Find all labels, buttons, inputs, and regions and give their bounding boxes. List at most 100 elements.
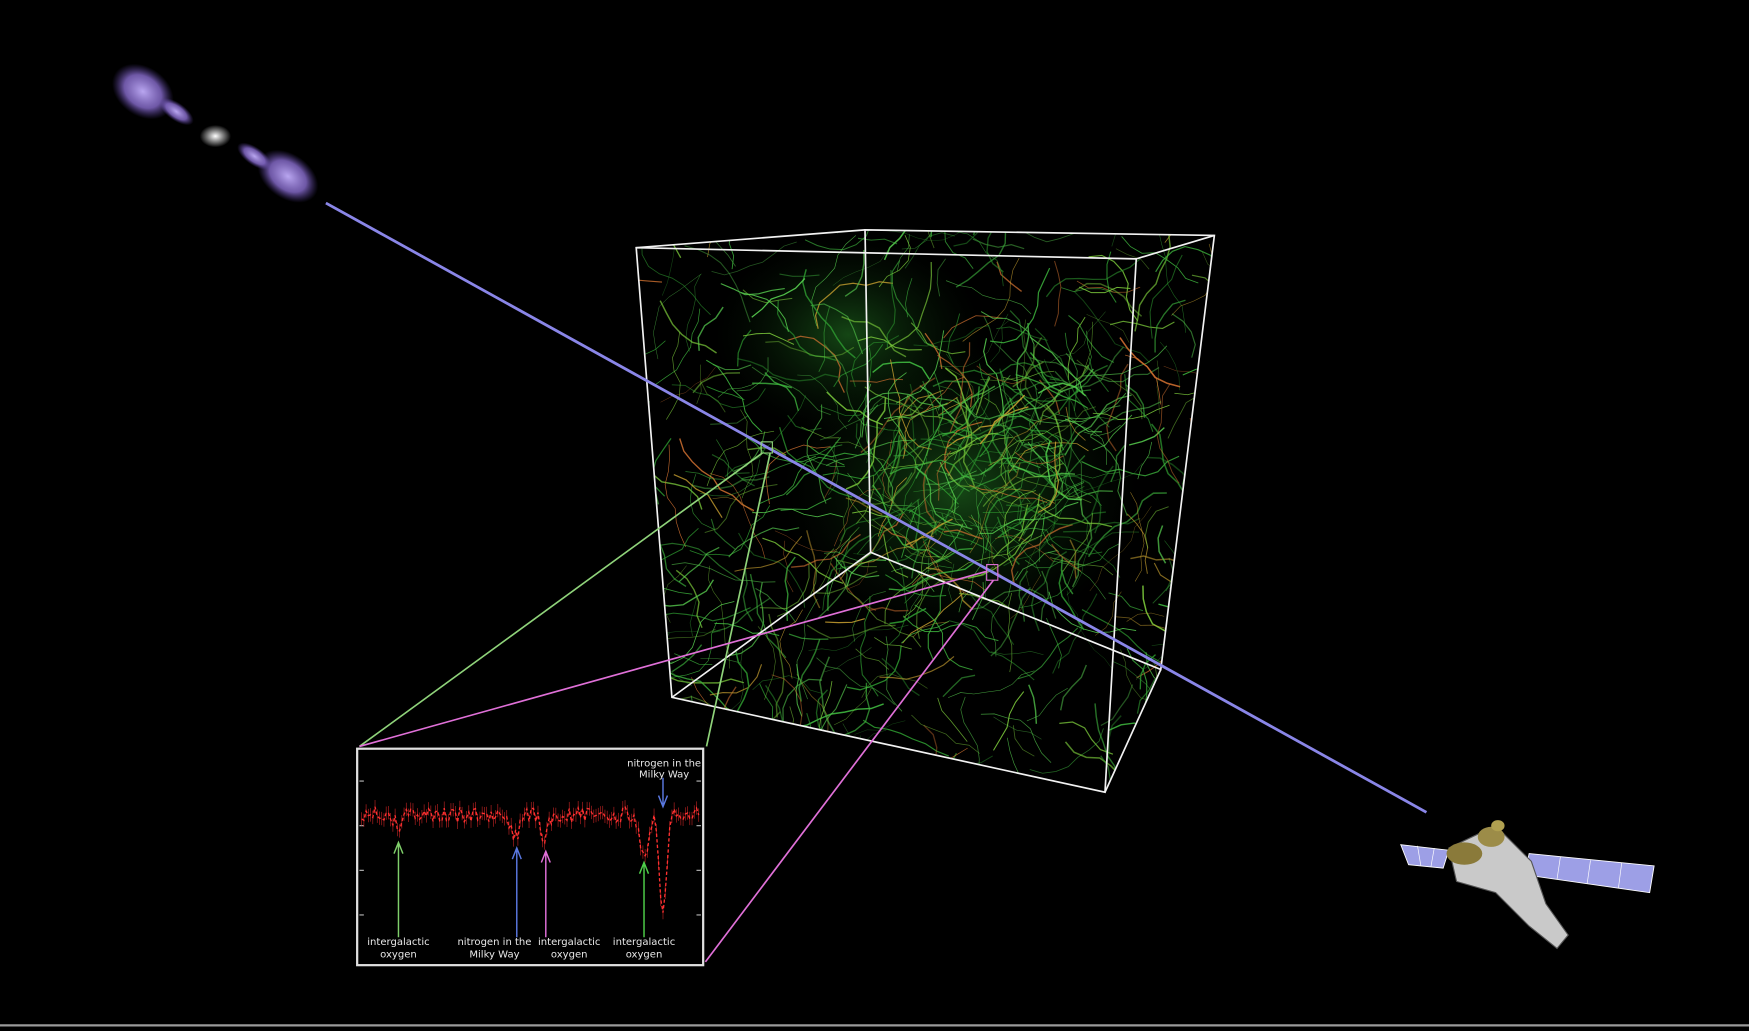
- filament: [1022, 430, 1058, 520]
- filament: [888, 435, 903, 488]
- filament: [1069, 539, 1077, 579]
- filament: [885, 472, 913, 519]
- cosmic-web: [636, 229, 1215, 793]
- filament: [889, 459, 976, 481]
- filament: [1163, 365, 1215, 392]
- filament: [920, 438, 987, 477]
- label-line: intergalactic: [538, 937, 600, 948]
- filament: [765, 395, 807, 449]
- filament: [935, 547, 973, 564]
- filament: [1144, 506, 1169, 549]
- filament: [818, 306, 830, 372]
- filament: [1092, 404, 1170, 420]
- filament: [847, 472, 915, 507]
- filament: [782, 678, 823, 722]
- filament: [1045, 528, 1103, 555]
- filament: [1022, 229, 1099, 243]
- filament: [1062, 513, 1094, 572]
- filament: [779, 609, 803, 679]
- filament: [1008, 442, 1089, 473]
- filament: [1054, 260, 1062, 327]
- filament: [1074, 490, 1113, 501]
- filament: [1066, 590, 1113, 670]
- filament: [1081, 345, 1168, 377]
- filament: [825, 618, 865, 624]
- filament: [860, 377, 936, 453]
- filament: [846, 560, 870, 590]
- filament: [934, 507, 968, 528]
- filament: [1016, 461, 1041, 521]
- filament: [1064, 741, 1121, 776]
- filament: [1066, 520, 1090, 596]
- filament: [846, 492, 883, 532]
- filament: [1088, 254, 1139, 322]
- filament: [990, 571, 1019, 657]
- filament: [938, 385, 980, 419]
- filament: [738, 532, 806, 608]
- filament: [1073, 290, 1150, 363]
- filament: [712, 496, 761, 517]
- filament: [868, 487, 962, 534]
- filament: [949, 385, 996, 416]
- filament: [757, 626, 776, 700]
- filament: [1064, 394, 1132, 456]
- filament: [914, 604, 973, 671]
- filament: [742, 332, 795, 345]
- filament: [1040, 570, 1050, 622]
- filament: [924, 332, 943, 369]
- filament: [697, 306, 724, 351]
- filament: [1007, 425, 1069, 492]
- filament: [999, 368, 1011, 434]
- filament: [653, 273, 702, 360]
- filament: [816, 657, 895, 705]
- filament: [884, 261, 933, 351]
- filament: [946, 353, 991, 435]
- filament: [975, 377, 991, 416]
- filament: [910, 322, 966, 355]
- filament: [636, 245, 663, 283]
- zoom-box-green: [760, 441, 773, 454]
- filament: [846, 645, 902, 691]
- label-line: oxygen: [626, 949, 663, 960]
- filament: [984, 397, 1015, 469]
- filament: [1026, 687, 1068, 722]
- filament: [925, 434, 1010, 486]
- filament: [660, 366, 716, 403]
- filament: [755, 588, 797, 623]
- filament: [1071, 489, 1093, 588]
- filament: [1042, 392, 1127, 423]
- label-line: oxygen: [551, 949, 588, 960]
- filament: [696, 364, 702, 405]
- filament: [1074, 542, 1121, 569]
- filament: [1064, 389, 1073, 496]
- filament: [886, 394, 932, 423]
- filament: [663, 628, 716, 640]
- filament: [936, 470, 970, 492]
- filament: [806, 624, 896, 639]
- filament: [915, 466, 973, 530]
- filament: [1158, 231, 1186, 333]
- filament: [877, 477, 908, 537]
- filament: [711, 241, 797, 276]
- filament: [980, 713, 1052, 763]
- filament: [997, 421, 1043, 445]
- filament: [1024, 444, 1064, 450]
- filament: [868, 606, 909, 612]
- filament: [1156, 360, 1160, 414]
- filament: [967, 521, 1038, 579]
- filament: [970, 468, 1056, 491]
- filament: [996, 516, 1020, 565]
- filament: [811, 235, 857, 327]
- filament: [902, 447, 959, 505]
- filament: [979, 501, 1079, 534]
- filament: [1089, 401, 1162, 437]
- filament: [970, 594, 1015, 646]
- spectrum-inset: nitrogen in the Milky Way intergalactic ox…: [356, 747, 705, 967]
- filament: [656, 579, 715, 607]
- filament: [661, 243, 676, 296]
- filament: [1130, 492, 1145, 582]
- filament: [1125, 384, 1146, 418]
- filament: [737, 357, 839, 382]
- filament: [943, 315, 1003, 339]
- filament: [939, 319, 1011, 367]
